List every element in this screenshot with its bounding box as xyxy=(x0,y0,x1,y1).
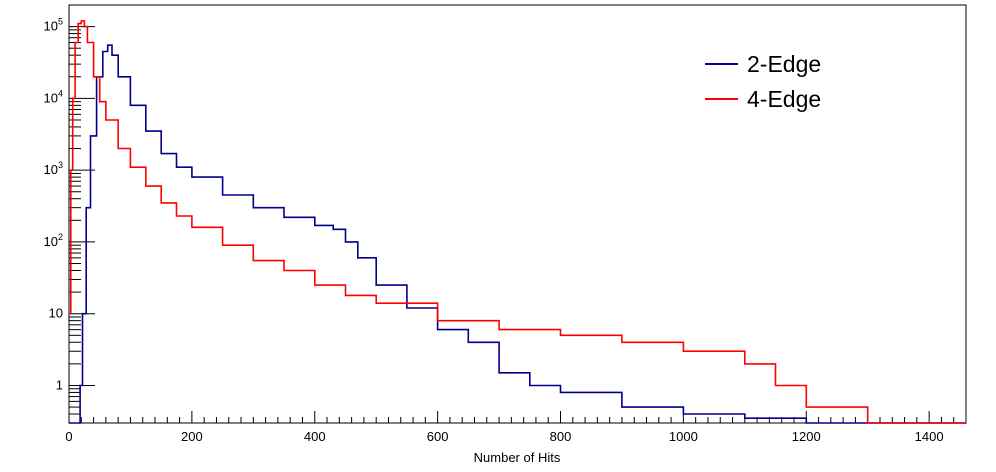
y-tick-label: 1 xyxy=(56,377,63,392)
x-tick-label: 0 xyxy=(65,429,72,444)
legend-label-4-edge: 4-Edge xyxy=(747,86,821,112)
x-tick-label: 800 xyxy=(550,429,572,444)
x-axis-title: Number of Hits xyxy=(474,450,561,465)
series-line-4-edge xyxy=(69,20,966,424)
y-tick-label: 103 xyxy=(44,160,63,177)
x-tick-label: 1000 xyxy=(669,429,698,444)
series-layer xyxy=(69,20,966,424)
legend-label-2-edge: 2-Edge xyxy=(747,51,821,77)
y-tick-label: 104 xyxy=(44,88,63,105)
x-tick-label: 1400 xyxy=(915,429,944,444)
x-tick-label: 600 xyxy=(427,429,449,444)
x-tick-label: 400 xyxy=(304,429,326,444)
x-axis-ticks: 0 200 400 600 800 1000 1200 1400 xyxy=(65,411,967,444)
y-tick-label: 102 xyxy=(44,232,63,249)
legend: 2-Edge 4-Edge xyxy=(705,51,821,112)
x-tick-label: 1200 xyxy=(792,429,821,444)
y-tick-label: 105 xyxy=(44,17,63,34)
y-major-ticks: 1 10 102 103 104 105 xyxy=(44,17,95,392)
plot-frame xyxy=(68,4,967,424)
series-line-2-edge xyxy=(69,44,966,424)
y-tick-label: 10 xyxy=(49,306,63,321)
x-tick-label: 200 xyxy=(181,429,203,444)
